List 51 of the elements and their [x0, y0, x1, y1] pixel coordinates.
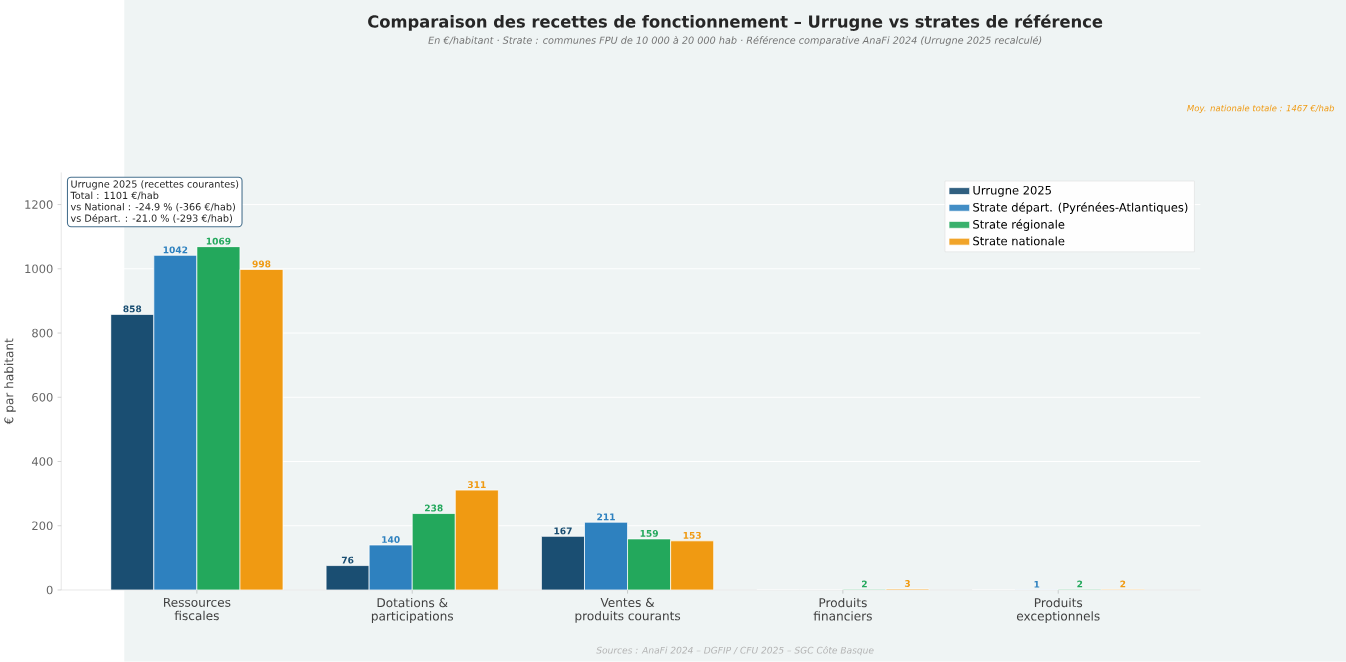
data-label: 153	[683, 532, 701, 539]
y-tick-label: 200	[32, 521, 53, 531]
chart-subtitle: En €/habitant · Strate : communes FPU de 10 000 à 20 000 hab · Référence comparative AnaFi 2024 (Urrugne 2025 recalculé)	[428, 36, 1042, 46]
bar	[196, 246, 241, 591]
x-tick-label: Produits financiers	[813, 598, 872, 621]
data-label: 311	[467, 481, 486, 489]
data-label: 167	[554, 527, 572, 535]
data-label: 140	[382, 536, 400, 544]
bar	[627, 538, 671, 591]
x-tick-label: Ressources fiscales	[164, 598, 231, 621]
data-label: 998	[252, 260, 271, 268]
data-label: 3	[904, 580, 910, 588]
y-tick-label: 1200	[25, 200, 53, 210]
bar	[153, 255, 198, 591]
annotation: vs Départ. : -21.0 % (-293 €/hab)	[70, 214, 232, 224]
x-tick-label: Ventes & produits courants	[575, 598, 681, 623]
data-label: 2	[861, 580, 867, 588]
data-label: 2	[1077, 580, 1083, 588]
y-axis-title: € par habitant	[4, 338, 16, 425]
annotation: Urrugne 2025 (recettes courantes)	[71, 180, 239, 190]
bar	[584, 522, 628, 591]
data-label: 238	[425, 504, 443, 512]
data-label: 1069	[206, 237, 231, 245]
x-tick-label: Dotations & participations	[371, 598, 454, 624]
y-tick-label: 400	[31, 457, 53, 467]
bar	[110, 314, 155, 591]
source-note: Sources : AnaFi 2024 – DGFIP / CFU 2025 – SGC Côte Basque	[596, 646, 874, 656]
bar	[368, 544, 413, 591]
data-label: 1	[1034, 581, 1040, 588]
y-tick-label: 800	[32, 328, 53, 338]
annotation: Total : 1101 €/hab	[70, 191, 159, 200]
data-label: 211	[597, 513, 615, 521]
y-tick-label: 0	[46, 585, 53, 595]
data-label: 159	[640, 530, 658, 538]
bar	[325, 565, 370, 591]
y-tick-label: 600	[32, 393, 53, 402]
bar	[411, 513, 456, 591]
y-tick-label: 1000	[25, 264, 53, 274]
x-tick-label: Produits exceptionnels	[1016, 598, 1100, 624]
legend-label: Strate départ. (Pyrénées-Atlantiques)	[973, 202, 1188, 215]
annotation: vs National : -24.9 % (-366 €/hab)	[70, 203, 235, 212]
data-label: 2	[1120, 580, 1126, 588]
legend-label: Strate régionale	[973, 219, 1065, 232]
data-label: 858	[123, 305, 142, 313]
legend-label: Strate nationale	[973, 236, 1065, 246]
chart-title: Comparaison des recettes de fonctionnement – Urrugne vs strates de référence	[368, 14, 1103, 32]
data-label: 1042	[163, 246, 188, 254]
bar	[541, 536, 585, 591]
text: Moy. nationale totale : 1467 €/hab	[1187, 104, 1335, 114]
legend-label: Urrugne 2025	[973, 186, 1051, 197]
data-label: 76	[341, 556, 354, 564]
